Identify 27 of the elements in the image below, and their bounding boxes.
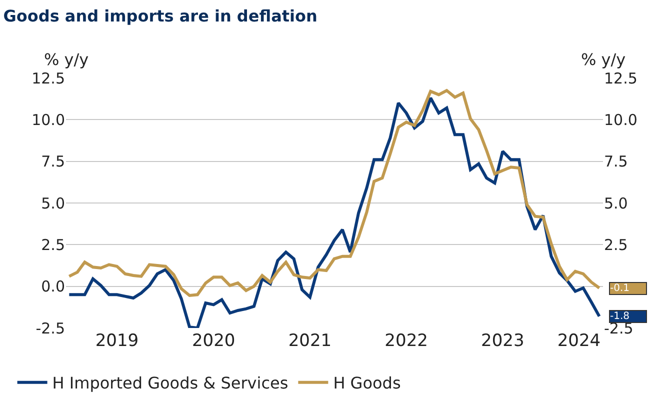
legend-label: H Goods — [333, 374, 401, 393]
chart-title: Goods and imports are in deflation — [3, 6, 318, 26]
x-tick-label: 2020 — [192, 331, 236, 351]
annotation: -0.1 — [610, 283, 630, 294]
annotation: -1.8 — [610, 311, 630, 322]
y2-axis-title: % y/y — [581, 50, 626, 69]
y-tick-label: 7.5 — [41, 152, 65, 171]
y-tick-label: 0.0 — [41, 278, 65, 296]
x-tick-label: 2022 — [384, 331, 428, 351]
y2-tick-label: 5.0 — [604, 194, 628, 212]
y2-tick-label: 10.0 — [604, 110, 638, 129]
x-tick-label: 2021 — [288, 331, 332, 351]
y2-tick-label: 2.5 — [604, 236, 628, 254]
y-tick-label: -2.5 — [36, 319, 65, 338]
x-tick-label: 2023 — [481, 331, 524, 351]
y2-tick-label: 12.5 — [604, 69, 638, 88]
y-tick-label: 5.0 — [41, 194, 65, 212]
y-tick-label: 2.5 — [41, 236, 65, 254]
legend-label: H Imported Goods & Services — [52, 374, 288, 393]
line-series — [68, 89, 601, 297]
x-tick-label: 2019 — [95, 331, 139, 351]
line-series — [68, 96, 601, 328]
y2-tick-label: 7.5 — [604, 152, 628, 171]
y-axis-title: % y/y — [44, 50, 89, 69]
y-tick-label: 12.5 — [32, 69, 65, 88]
y-tick-label: 10.0 — [32, 110, 65, 129]
x-tick-label: 2024 — [557, 331, 601, 351]
